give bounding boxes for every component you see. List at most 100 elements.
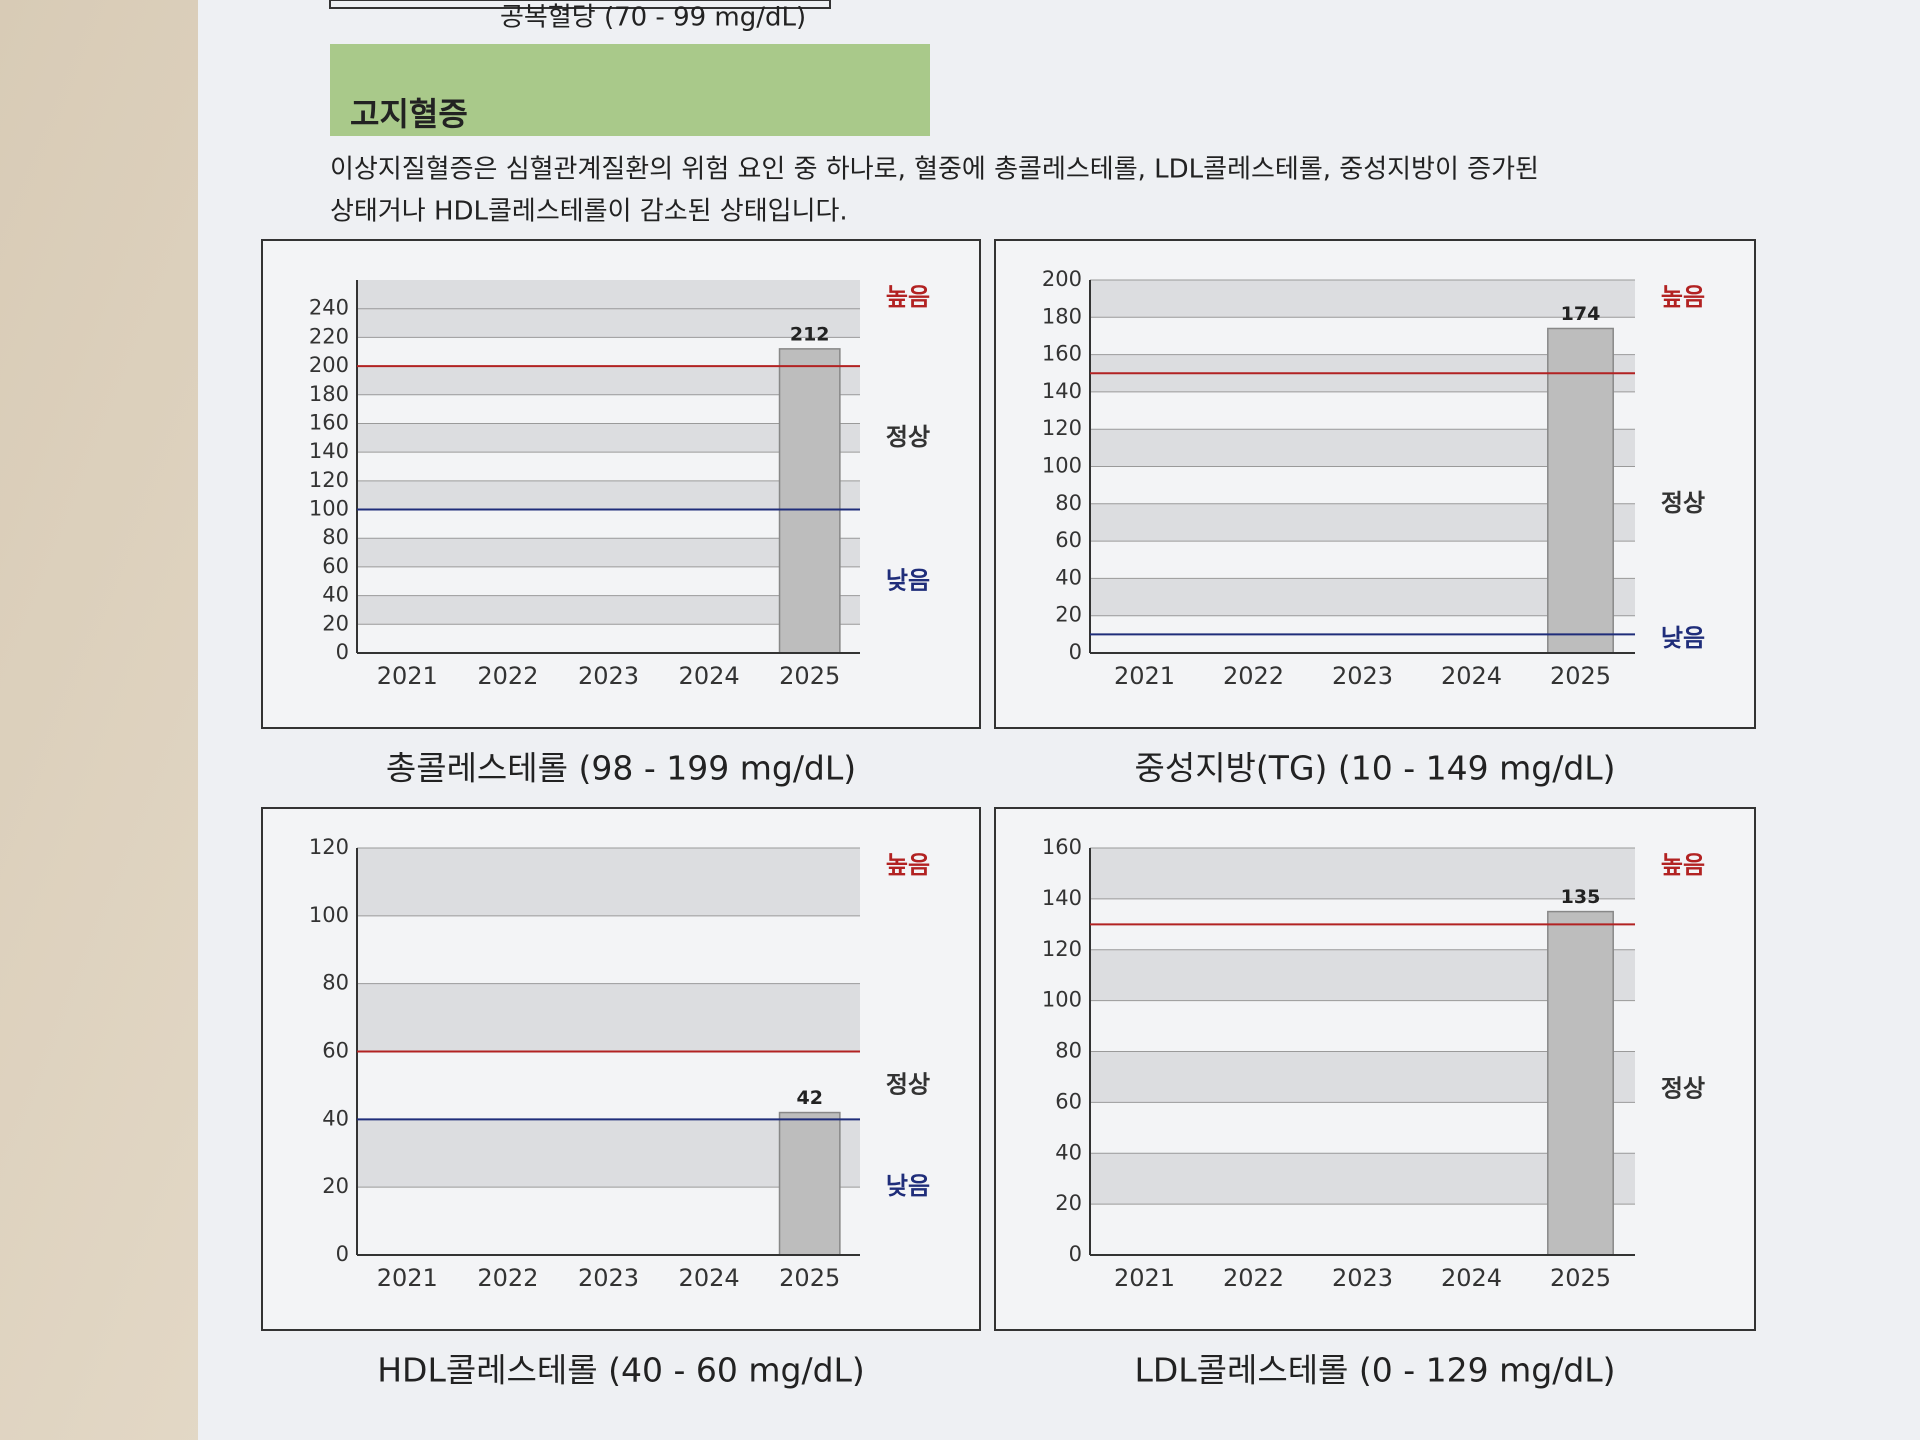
band [357,595,860,625]
band [1090,1153,1635,1205]
charts: 총콜레스테롤 (98 - 199 mg/dL) 0 20 40 60 80 100 120 14… [261,239,1756,1390]
y-tick-label: 180 [1042,304,1082,328]
x-tick-label: 2022 [477,662,538,690]
y-tick-label: 220 [309,324,349,348]
y-tick-label: 60 [322,1039,349,1063]
x-tick-label: 2023 [1332,662,1393,690]
chart-caption: 중성지방(TG) (10 - 149 mg/dL) [1134,749,1615,788]
y-tick-label: 100 [309,497,349,521]
zone-label: 정상 [1661,489,1705,517]
y-tick-label: 140 [1042,379,1082,403]
y-tick-label: 0 [1069,640,1082,664]
x-tick-label: 2023 [1332,1264,1393,1292]
description-line: 상태거나 HDL콜레스테롤이 감소된 상태입니다. [330,197,848,227]
zone-label: 높음 [886,283,930,311]
y-tick-label: 120 [309,468,349,492]
zone-label: 낮음 [886,1172,930,1200]
band [357,480,860,510]
band [357,983,860,1052]
x-tick-label: 2025 [779,1264,840,1292]
prev-caption: 공복혈당 (70 - 99 mg/dL) [500,3,806,33]
prev-box [329,0,831,9]
zone-label: 높음 [1661,851,1705,879]
value-label: 174 [1561,303,1601,325]
y-tick-label: 140 [309,439,349,463]
band [357,366,860,395]
band [1090,949,1635,1001]
y-tick-label: 80 [1055,491,1082,515]
y-tick-label: 0 [336,640,349,664]
y-tick-label: 40 [322,583,349,607]
description-line: 이상지질혈증은 심혈관계질환의 위험 요인 중 하나로, 혈중에 총콜레스테롤,… [330,155,1539,185]
band [1090,503,1635,542]
y-tick-label: 40 [1055,1140,1082,1164]
x-tick-label: 2024 [1441,1264,1502,1292]
x-tick-label: 2023 [578,662,639,690]
y-tick-label: 20 [322,611,349,635]
x-tick-label: 2021 [1114,662,1175,690]
zone-label: 낮음 [886,566,930,594]
y-tick-label: 80 [1055,1039,1082,1063]
value-label: 135 [1561,886,1601,908]
y-tick-label: 140 [1042,886,1082,910]
y-tick-label: 120 [309,835,349,859]
zone-label: 정상 [886,1070,930,1098]
y-tick-label: 0 [336,1242,349,1266]
y-tick-label: 200 [309,353,349,377]
y-tick-label: 160 [1042,342,1082,366]
zone-label: 정상 [1661,1075,1705,1103]
section-title: 고지혈증 [350,95,468,133]
band [1090,429,1635,467]
chart-caption: LDL콜레스테롤 (0 - 129 mg/dL) [1134,1351,1615,1390]
zone-label: 높음 [886,851,930,879]
band [1090,280,1635,318]
bar [1547,327,1614,654]
zone-label: 높음 [1661,283,1705,311]
band [1090,578,1635,616]
y-tick-label: 40 [322,1106,349,1130]
x-tick-label: 2025 [779,662,840,690]
x-tick-label: 2022 [1223,1264,1284,1292]
y-tick-label: 80 [322,971,349,995]
y-tick-label: 0 [1069,1242,1082,1266]
bar [778,348,841,654]
y-tick-label: 60 [1055,528,1082,552]
y-tick-label: 40 [1055,565,1082,589]
y-tick-label: 20 [1055,1191,1082,1215]
x-tick-label: 2023 [578,1264,639,1292]
band [357,1119,860,1188]
x-tick-label: 2024 [1441,662,1502,690]
value-label: 212 [790,323,830,345]
x-tick-label: 2024 [679,1264,740,1292]
band [357,308,860,338]
chart-frame [994,239,1756,729]
band [1090,1051,1635,1103]
value-label: 42 [796,1087,822,1109]
x-tick-label: 2022 [1223,662,1284,690]
y-tick-label: 120 [1042,416,1082,440]
band [357,280,860,309]
y-tick-label: 20 [322,1174,349,1198]
y-tick-label: 240 [309,296,349,320]
x-tick-label: 2022 [477,1264,538,1292]
bar [778,1111,841,1256]
y-tick-label: 120 [1042,937,1082,961]
y-tick-label: 60 [322,554,349,578]
bar [1547,910,1614,1256]
x-tick-label: 2021 [377,662,438,690]
y-tick-label: 200 [1042,267,1082,291]
y-tick-label: 160 [309,410,349,434]
y-tick-label: 100 [1042,454,1082,478]
zone-label: 정상 [886,423,930,451]
x-tick-label: 2024 [679,662,740,690]
zone-label: 낮음 [1661,624,1705,652]
x-tick-label: 2021 [1114,1264,1175,1292]
y-tick-label: 20 [1055,603,1082,627]
x-tick-label: 2025 [1550,1264,1611,1292]
y-tick-label: 180 [309,382,349,406]
band [1090,848,1635,899]
y-tick-label: 100 [1042,988,1082,1012]
chart-caption: HDL콜레스테롤 (40 - 60 mg/dL) [377,1351,865,1390]
